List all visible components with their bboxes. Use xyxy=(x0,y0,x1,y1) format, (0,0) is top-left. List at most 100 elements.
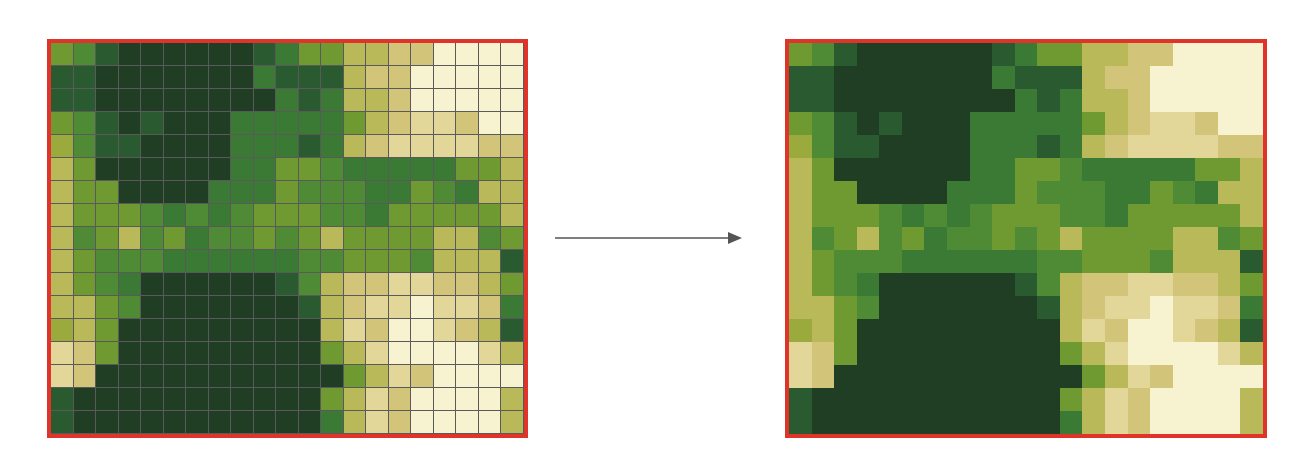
pixel-cell xyxy=(924,388,947,411)
pixel-cell xyxy=(879,204,902,227)
pixel-cell xyxy=(856,365,880,388)
pixel-cell xyxy=(321,388,344,411)
pixel-cell xyxy=(343,158,367,181)
pixel-cell xyxy=(96,112,119,135)
pixel-cell xyxy=(411,66,434,89)
pixel-cell xyxy=(433,66,457,89)
pixel-cell xyxy=(276,66,299,89)
pixel-cell xyxy=(231,43,254,66)
pixel-cell xyxy=(856,411,880,434)
pixel-cell xyxy=(343,227,367,250)
pixel-cell xyxy=(1172,319,1196,342)
pixel-cell xyxy=(1104,319,1128,342)
pixel-cell xyxy=(1240,388,1263,411)
pixel-cell xyxy=(96,204,119,227)
pixel-cell xyxy=(388,411,412,434)
pixel-cell xyxy=(276,112,299,135)
pixel-cell xyxy=(163,365,187,388)
pixel-cell xyxy=(1059,250,1083,273)
pixel-cell xyxy=(73,204,97,227)
pixel-cell xyxy=(141,388,164,411)
pixel-cell xyxy=(879,250,902,273)
pixel-cell xyxy=(946,89,970,112)
pixel-cell xyxy=(811,273,835,296)
pixel-cell xyxy=(208,319,232,342)
pixel-cell xyxy=(276,89,299,112)
pixel-cell xyxy=(1240,158,1263,181)
pixel-cell xyxy=(924,66,947,89)
pixel-cell xyxy=(118,158,142,181)
pixel-cell xyxy=(51,273,74,296)
pixel-cell xyxy=(388,204,412,227)
pixel-cell xyxy=(163,319,187,342)
pixel-cell xyxy=(856,43,880,66)
pixel-cell xyxy=(879,66,902,89)
pixel-cell xyxy=(1037,388,1060,411)
pixel-cell xyxy=(96,66,119,89)
pixel-cell xyxy=(456,296,479,319)
pixel-cell xyxy=(1150,158,1173,181)
pixel-cell xyxy=(992,112,1015,135)
pixel-cell xyxy=(879,296,902,319)
pixel-cell xyxy=(811,342,835,365)
pixel-cell xyxy=(186,135,209,158)
pixel-cell xyxy=(879,319,902,342)
pixel-cell xyxy=(1059,135,1083,158)
pixel-cell xyxy=(1195,296,1218,319)
pixel-cell xyxy=(51,181,74,204)
pixel-cell xyxy=(118,112,142,135)
pixel-cell xyxy=(1014,411,1038,434)
pixel-cell xyxy=(969,319,993,342)
pixel-cell xyxy=(51,66,74,89)
pixel-cell xyxy=(411,388,434,411)
pixel-cell xyxy=(231,342,254,365)
pixel-cell xyxy=(901,227,925,250)
pixel-cell xyxy=(992,89,1015,112)
pixel-cell xyxy=(411,319,434,342)
pixel-cell xyxy=(1037,273,1060,296)
pixel-cell xyxy=(969,43,993,66)
pixel-cell xyxy=(1150,250,1173,273)
pixel-cell xyxy=(901,319,925,342)
pixel-cell xyxy=(879,273,902,296)
pixel-cell xyxy=(501,319,524,342)
pixel-cell xyxy=(253,181,277,204)
pixel-cell xyxy=(1150,204,1173,227)
pixel-cell xyxy=(456,135,479,158)
pixel-cell xyxy=(834,204,857,227)
pixel-cell xyxy=(186,250,209,273)
pixel-cell xyxy=(141,43,164,66)
pixel-cell xyxy=(366,112,389,135)
pixel-cell xyxy=(298,158,322,181)
pixel-cell xyxy=(1014,135,1038,158)
pixel-cell xyxy=(96,296,119,319)
pixel-cell xyxy=(1172,89,1196,112)
pixel-cell xyxy=(96,250,119,273)
pixel-cell xyxy=(992,204,1015,227)
pixel-cell xyxy=(969,411,993,434)
pixel-cell xyxy=(1104,388,1128,411)
pixel-cell xyxy=(276,319,299,342)
pixel-cell xyxy=(1082,89,1105,112)
pixel-cell xyxy=(1172,158,1196,181)
pixel-cell xyxy=(118,273,142,296)
pixel-cell xyxy=(1217,227,1241,250)
pixel-cell xyxy=(1150,273,1173,296)
pixel-cell xyxy=(433,181,457,204)
pixel-cell xyxy=(946,227,970,250)
pixel-cell xyxy=(411,204,434,227)
pixel-cell xyxy=(1172,273,1196,296)
pixel-cell xyxy=(478,319,502,342)
pixel-cell xyxy=(992,66,1015,89)
pixel-cell xyxy=(163,296,187,319)
pixel-cell xyxy=(924,250,947,273)
pixel-cell xyxy=(73,319,97,342)
pixel-cell xyxy=(879,158,902,181)
pixel-cell xyxy=(1014,365,1038,388)
pixel-cell xyxy=(231,89,254,112)
pixel-cell xyxy=(924,135,947,158)
pixel-cell xyxy=(208,43,232,66)
pixel-cell xyxy=(478,342,502,365)
pixel-cell xyxy=(456,388,479,411)
pixel-cell xyxy=(163,181,187,204)
